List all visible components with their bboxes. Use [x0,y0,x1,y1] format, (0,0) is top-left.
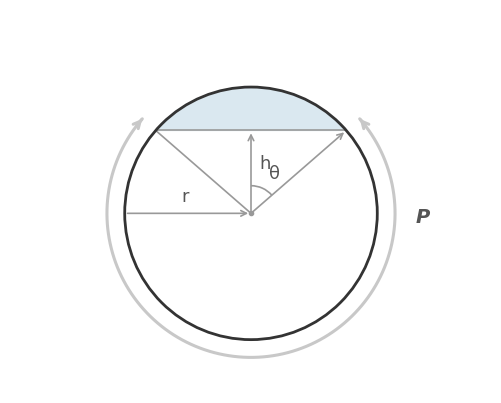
Text: h: h [259,155,271,173]
Text: r: r [181,188,189,206]
Text: P: P [415,208,429,227]
Text: θ: θ [268,165,279,183]
Polygon shape [155,87,346,131]
